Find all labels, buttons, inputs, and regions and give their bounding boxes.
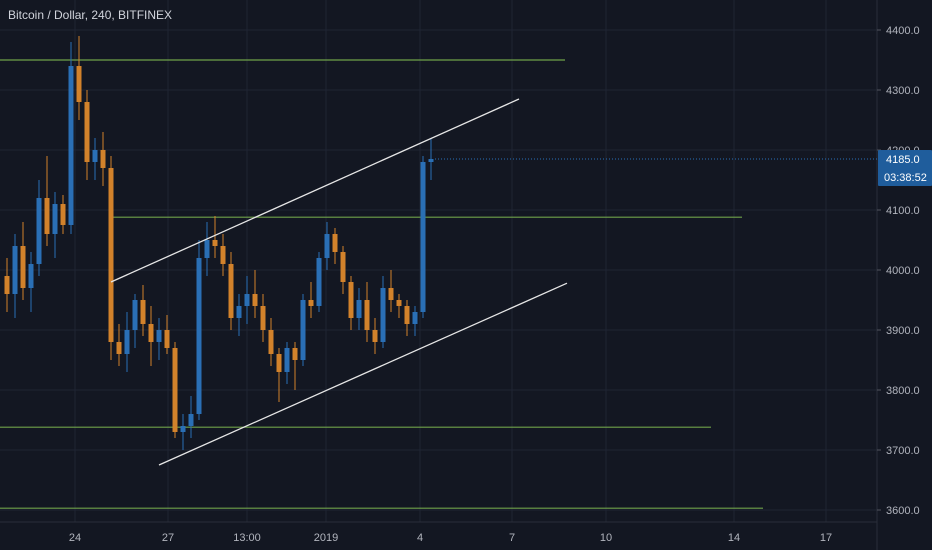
candle-body-down <box>348 282 354 318</box>
time-tick-label: 27 <box>162 532 174 544</box>
candle-body-down <box>116 342 122 354</box>
candle-body-down <box>164 330 170 348</box>
trend-channel[interactable] <box>110 98 568 466</box>
candle-body-up <box>420 162 426 312</box>
grid <box>0 0 877 522</box>
candle-body-down <box>404 306 410 324</box>
candle-body-down <box>44 198 50 234</box>
channel-line-upper[interactable] <box>110 98 520 283</box>
candle-body-down <box>268 330 274 354</box>
candle-body-down <box>228 264 234 318</box>
candle-body-up <box>284 348 290 372</box>
candle-body-up <box>188 414 194 426</box>
candle-body-down <box>308 300 314 306</box>
time-tick-label: 14 <box>728 532 740 544</box>
candle-body-up <box>124 330 130 354</box>
candle-body-down <box>20 246 26 288</box>
time-tick-label: 13:00 <box>233 532 261 544</box>
chart-title: Bitcoin / Dollar, 240, BITFINEX <box>8 8 173 22</box>
candle-body-down <box>172 348 178 432</box>
candle-body-up <box>244 294 250 306</box>
time-tick-label: 4 <box>417 532 423 544</box>
price-tags: 4185.0 03:38:52 <box>435 150 932 186</box>
price-tick-label: 3700.0 <box>886 445 920 457</box>
channel-line-lower[interactable] <box>158 282 568 466</box>
candle-body-down <box>212 240 218 246</box>
time-tick-label: 10 <box>600 532 612 544</box>
price-tick-label: 4300.0 <box>886 85 920 97</box>
price-tick-label: 3900.0 <box>886 325 920 337</box>
bar-countdown-label: 03:38:52 <box>884 172 927 184</box>
candle-body-up <box>156 330 162 342</box>
candle-body-up <box>36 198 42 264</box>
price-tick-label: 4000.0 <box>886 265 920 277</box>
candle-body-up <box>300 300 306 360</box>
candle-body-up <box>52 204 58 234</box>
time-tick-label: 7 <box>509 532 515 544</box>
time-tick-label: 17 <box>820 532 832 544</box>
candle-body-down <box>84 102 90 162</box>
candle-body-up <box>316 258 322 306</box>
candle-body-up <box>196 258 202 414</box>
candle-body-down <box>332 234 338 252</box>
candle-body-down <box>388 288 394 300</box>
horizontal-levels[interactable] <box>0 59 763 509</box>
candle-body-up <box>92 150 98 162</box>
candle-body-down <box>276 354 282 372</box>
current-price-tag <box>878 150 932 186</box>
candle-body-up <box>236 306 242 318</box>
candles <box>4 36 434 450</box>
candle-body-up <box>180 426 186 432</box>
candle-body-down <box>60 204 66 225</box>
candle-body-down <box>372 330 378 342</box>
candle-body-up <box>428 159 434 162</box>
time-tick-label: 24 <box>69 532 81 544</box>
price-tick-label: 3800.0 <box>886 385 920 397</box>
candle-body-down <box>108 168 114 342</box>
candle-body-down <box>340 252 346 282</box>
candle-body-up <box>356 300 362 318</box>
candle-body-up <box>132 300 138 330</box>
candle-body-up <box>412 312 418 324</box>
price-tick-label: 3600.0 <box>886 505 920 517</box>
candle-body-up <box>12 246 18 294</box>
candle-body-up <box>324 234 330 258</box>
candle-body-up <box>204 240 210 258</box>
candle-body-down <box>260 306 266 330</box>
time-tick-label: 2019 <box>314 532 338 544</box>
current-price-label: 4185.0 <box>886 154 920 166</box>
candle-body-down <box>220 246 226 264</box>
candle-body-up <box>68 66 74 225</box>
candle-body-down <box>292 348 298 360</box>
price-tick-label: 4400.0 <box>886 25 920 37</box>
candle-body-down <box>252 294 258 306</box>
candle-body-up <box>28 264 34 288</box>
candle-body-down <box>140 300 146 324</box>
candle-body-down <box>364 300 370 330</box>
candle-body-down <box>100 150 106 168</box>
candle-body-down <box>4 276 10 294</box>
candle-body-down <box>76 66 82 102</box>
price-tick-label: 4100.0 <box>886 205 920 217</box>
candle-body-up <box>380 288 386 342</box>
candle-body-down <box>396 300 402 306</box>
candle-body-down <box>148 324 154 342</box>
